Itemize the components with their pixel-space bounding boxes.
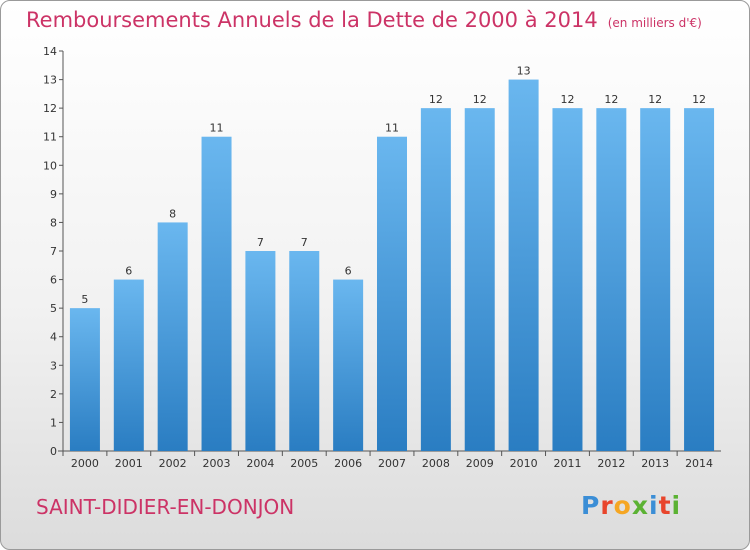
y-tick-label: 1 bbox=[50, 416, 57, 429]
bar bbox=[245, 251, 276, 451]
logo-letter: r bbox=[600, 491, 614, 520]
value-label: 12 bbox=[604, 93, 618, 106]
logo-letter: t bbox=[658, 491, 672, 520]
chart-title: Remboursements Annuels de la Dette de 20… bbox=[26, 8, 702, 32]
value-label: 11 bbox=[210, 122, 224, 135]
value-label: 13 bbox=[517, 65, 531, 78]
x-tick-label: 2013 bbox=[641, 457, 669, 470]
y-tick-label: 12 bbox=[43, 102, 57, 115]
y-tick-label: 10 bbox=[43, 159, 57, 172]
bar bbox=[508, 79, 539, 452]
x-tick-label: 2011 bbox=[553, 457, 581, 470]
logo-letter: o bbox=[613, 491, 632, 520]
y-tick-label: 11 bbox=[43, 131, 57, 144]
y-tick-label: 9 bbox=[50, 188, 57, 201]
y-tick-label: 3 bbox=[50, 359, 57, 372]
x-tick-label: 2008 bbox=[422, 457, 450, 470]
value-label: 11 bbox=[385, 122, 399, 135]
value-label: 7 bbox=[257, 236, 264, 249]
y-tick-label: 8 bbox=[50, 216, 57, 229]
y-tick-label: 14 bbox=[43, 45, 57, 58]
bar bbox=[289, 251, 320, 451]
value-label: 8 bbox=[169, 207, 176, 220]
x-tick-label: 2014 bbox=[685, 457, 713, 470]
bar bbox=[684, 108, 715, 452]
y-tick-label: 13 bbox=[43, 74, 57, 87]
y-tick-label: 5 bbox=[50, 302, 57, 315]
logo-letter: i bbox=[671, 491, 682, 520]
proxiti-logo: Proxiti bbox=[581, 491, 681, 520]
x-tick-label: 2003 bbox=[203, 457, 231, 470]
x-tick-label: 2005 bbox=[290, 457, 318, 470]
value-label: 12 bbox=[473, 93, 487, 106]
bar bbox=[113, 279, 144, 451]
value-label: 12 bbox=[648, 93, 662, 106]
logo-letter: P bbox=[581, 491, 601, 520]
logo-letter: x bbox=[631, 491, 649, 520]
logo-letter: i bbox=[649, 491, 659, 520]
x-tick-label: 2012 bbox=[597, 457, 625, 470]
x-tick-label: 2007 bbox=[378, 457, 406, 470]
x-tick-label: 2006 bbox=[334, 457, 362, 470]
bars bbox=[69, 79, 715, 452]
bar bbox=[157, 222, 188, 451]
x-tick-label: 2010 bbox=[510, 457, 538, 470]
y-tick-label: 4 bbox=[50, 331, 57, 344]
bar bbox=[69, 308, 100, 451]
y-tick-label: 6 bbox=[50, 274, 57, 287]
labels: 2000 5 2001 6 2002 8 2003 11 2004 7 2005 7 2006 6 2007… bbox=[71, 65, 713, 470]
value-label: 12 bbox=[429, 93, 443, 106]
bar bbox=[640, 108, 671, 452]
x-tick-label: 2000 bbox=[71, 457, 99, 470]
y-tick-label: 2 bbox=[50, 388, 57, 401]
value-label: 7 bbox=[301, 236, 308, 249]
value-label: 12 bbox=[692, 93, 706, 106]
value-label: 6 bbox=[345, 265, 352, 278]
bar bbox=[333, 279, 364, 451]
bar bbox=[596, 108, 627, 452]
bar bbox=[201, 136, 232, 451]
bar bbox=[420, 108, 451, 452]
y-tick-label: 7 bbox=[50, 245, 57, 258]
x-tick-label: 2009 bbox=[466, 457, 494, 470]
bar bbox=[552, 108, 583, 452]
town-name: SAINT-DIDIER-EN-DONJON bbox=[36, 495, 295, 519]
value-label: 12 bbox=[560, 93, 574, 106]
x-tick-label: 2001 bbox=[115, 457, 143, 470]
title-text: Remboursements Annuels de la Dette de 20… bbox=[26, 8, 598, 32]
value-label: 5 bbox=[81, 293, 88, 306]
x-tick-label: 2002 bbox=[159, 457, 187, 470]
value-label: 6 bbox=[125, 265, 132, 278]
x-tick-label: 2004 bbox=[246, 457, 274, 470]
bar bbox=[464, 108, 495, 452]
bar bbox=[377, 136, 407, 451]
y-tick-label: 0 bbox=[50, 445, 57, 458]
unit-text: (en milliers d'€) bbox=[607, 16, 702, 30]
